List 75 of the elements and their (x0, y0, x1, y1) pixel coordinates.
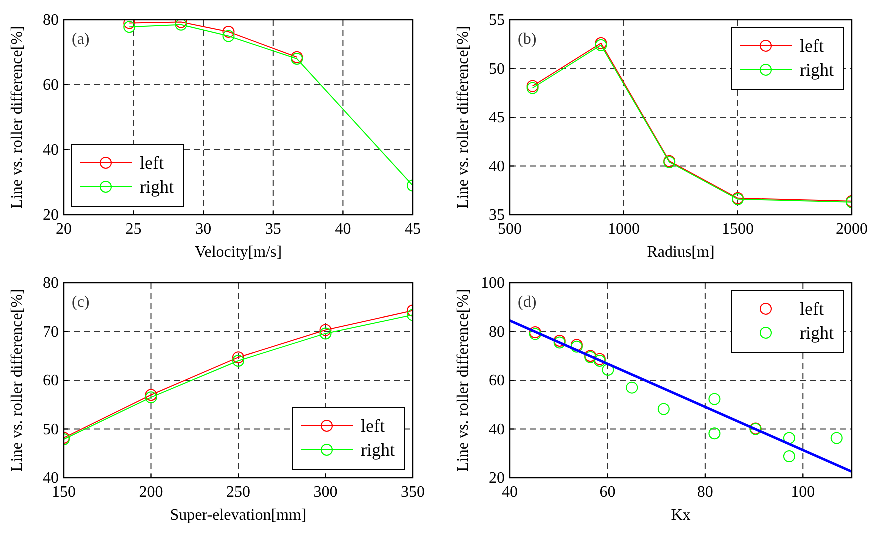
point (320, 328, 332, 340)
x-axis-title: Super-elevation[mm] (170, 507, 307, 524)
y-axis-title: Line vs. roller difference[%] (9, 289, 26, 472)
legend-label: right (800, 60, 834, 80)
annotation: (a) (72, 31, 90, 48)
legend-label: left (140, 153, 164, 173)
annotation: (d) (518, 294, 537, 311)
legend-label: left (800, 36, 824, 56)
point (222, 26, 235, 38)
x-axis-title: Velocity[m/s] (194, 244, 282, 261)
x-tick-label: 80 (697, 484, 714, 501)
legend-label: right (800, 323, 834, 343)
y-tick-label: 40 (489, 158, 505, 176)
y-tick-label: 80 (43, 12, 59, 29)
x-tick-label: 30 (196, 221, 212, 238)
point (320, 324, 332, 336)
y-tick-label: 60 (43, 77, 59, 94)
x-tick-label: 200 (139, 484, 164, 501)
point (145, 389, 158, 402)
y-tick-label: 80 (489, 324, 505, 341)
legend-label: right (361, 440, 395, 460)
x-tick-label: 35 (265, 221, 282, 238)
x-tick-label: 150 (52, 484, 76, 501)
x-tick-label: 45 (405, 221, 421, 238)
y-tick-label: 20 (489, 470, 505, 487)
y-tick-label: 60 (489, 372, 505, 390)
point (124, 21, 136, 34)
point (830, 432, 843, 444)
y-tick-label: 50 (489, 60, 505, 78)
y-tick-label: 50 (43, 421, 59, 438)
x-axis-title: Radius[m] (647, 244, 715, 261)
point (626, 382, 638, 394)
point (232, 352, 244, 364)
legend-label: left (800, 299, 824, 319)
point (783, 450, 796, 463)
x-tick-label: 300 (314, 484, 338, 501)
y-tick-label: 35 (489, 207, 505, 224)
y-tick-label: 80 (43, 275, 59, 292)
point (658, 403, 670, 416)
x-tick-label: 2000 (836, 221, 868, 238)
x-tick-label: 1500 (722, 221, 754, 238)
x-tick-label: 500 (498, 221, 522, 238)
y-tick-label: 20 (43, 207, 59, 224)
y-tick-label: 40 (43, 470, 59, 487)
x-tick-label: 20 (56, 221, 72, 238)
x-tick-label: 40 (335, 221, 352, 238)
y-tick-label: 60 (43, 372, 59, 390)
y-axis-title: Line vs. roller difference[%] (455, 289, 472, 472)
annotation: (c) (72, 294, 90, 311)
y-tick-label: 70 (43, 324, 59, 341)
x-axis-title: Kx (671, 507, 691, 524)
annotation: (b) (518, 31, 537, 48)
y-tick-label: 55 (489, 12, 505, 29)
point (175, 20, 188, 31)
point (232, 355, 244, 367)
x-tick-label: 100 (791, 484, 816, 501)
legend-label: left (361, 416, 385, 436)
y-axis-title: Line vs. roller difference[%] (9, 26, 26, 209)
point (222, 30, 235, 42)
point (708, 393, 721, 406)
x-tick-label: 40 (502, 484, 518, 501)
y-tick-label: 40 (489, 421, 505, 438)
y-tick-label: 40 (43, 142, 59, 159)
x-tick-label: 250 (226, 484, 250, 501)
x-tick-label: 350 (401, 484, 425, 501)
x-tick-label: 25 (126, 221, 142, 238)
x-tick-label: 60 (600, 484, 616, 501)
legend-label: right (140, 177, 174, 197)
point (708, 428, 721, 440)
point (783, 432, 796, 444)
x-tick-label: 1000 (608, 221, 640, 238)
point (145, 392, 158, 404)
y-axis-title: Line vs. roller difference[%] (455, 26, 472, 209)
y-tick-label: 45 (489, 110, 505, 126)
y-tick-label: 100 (481, 275, 505, 292)
